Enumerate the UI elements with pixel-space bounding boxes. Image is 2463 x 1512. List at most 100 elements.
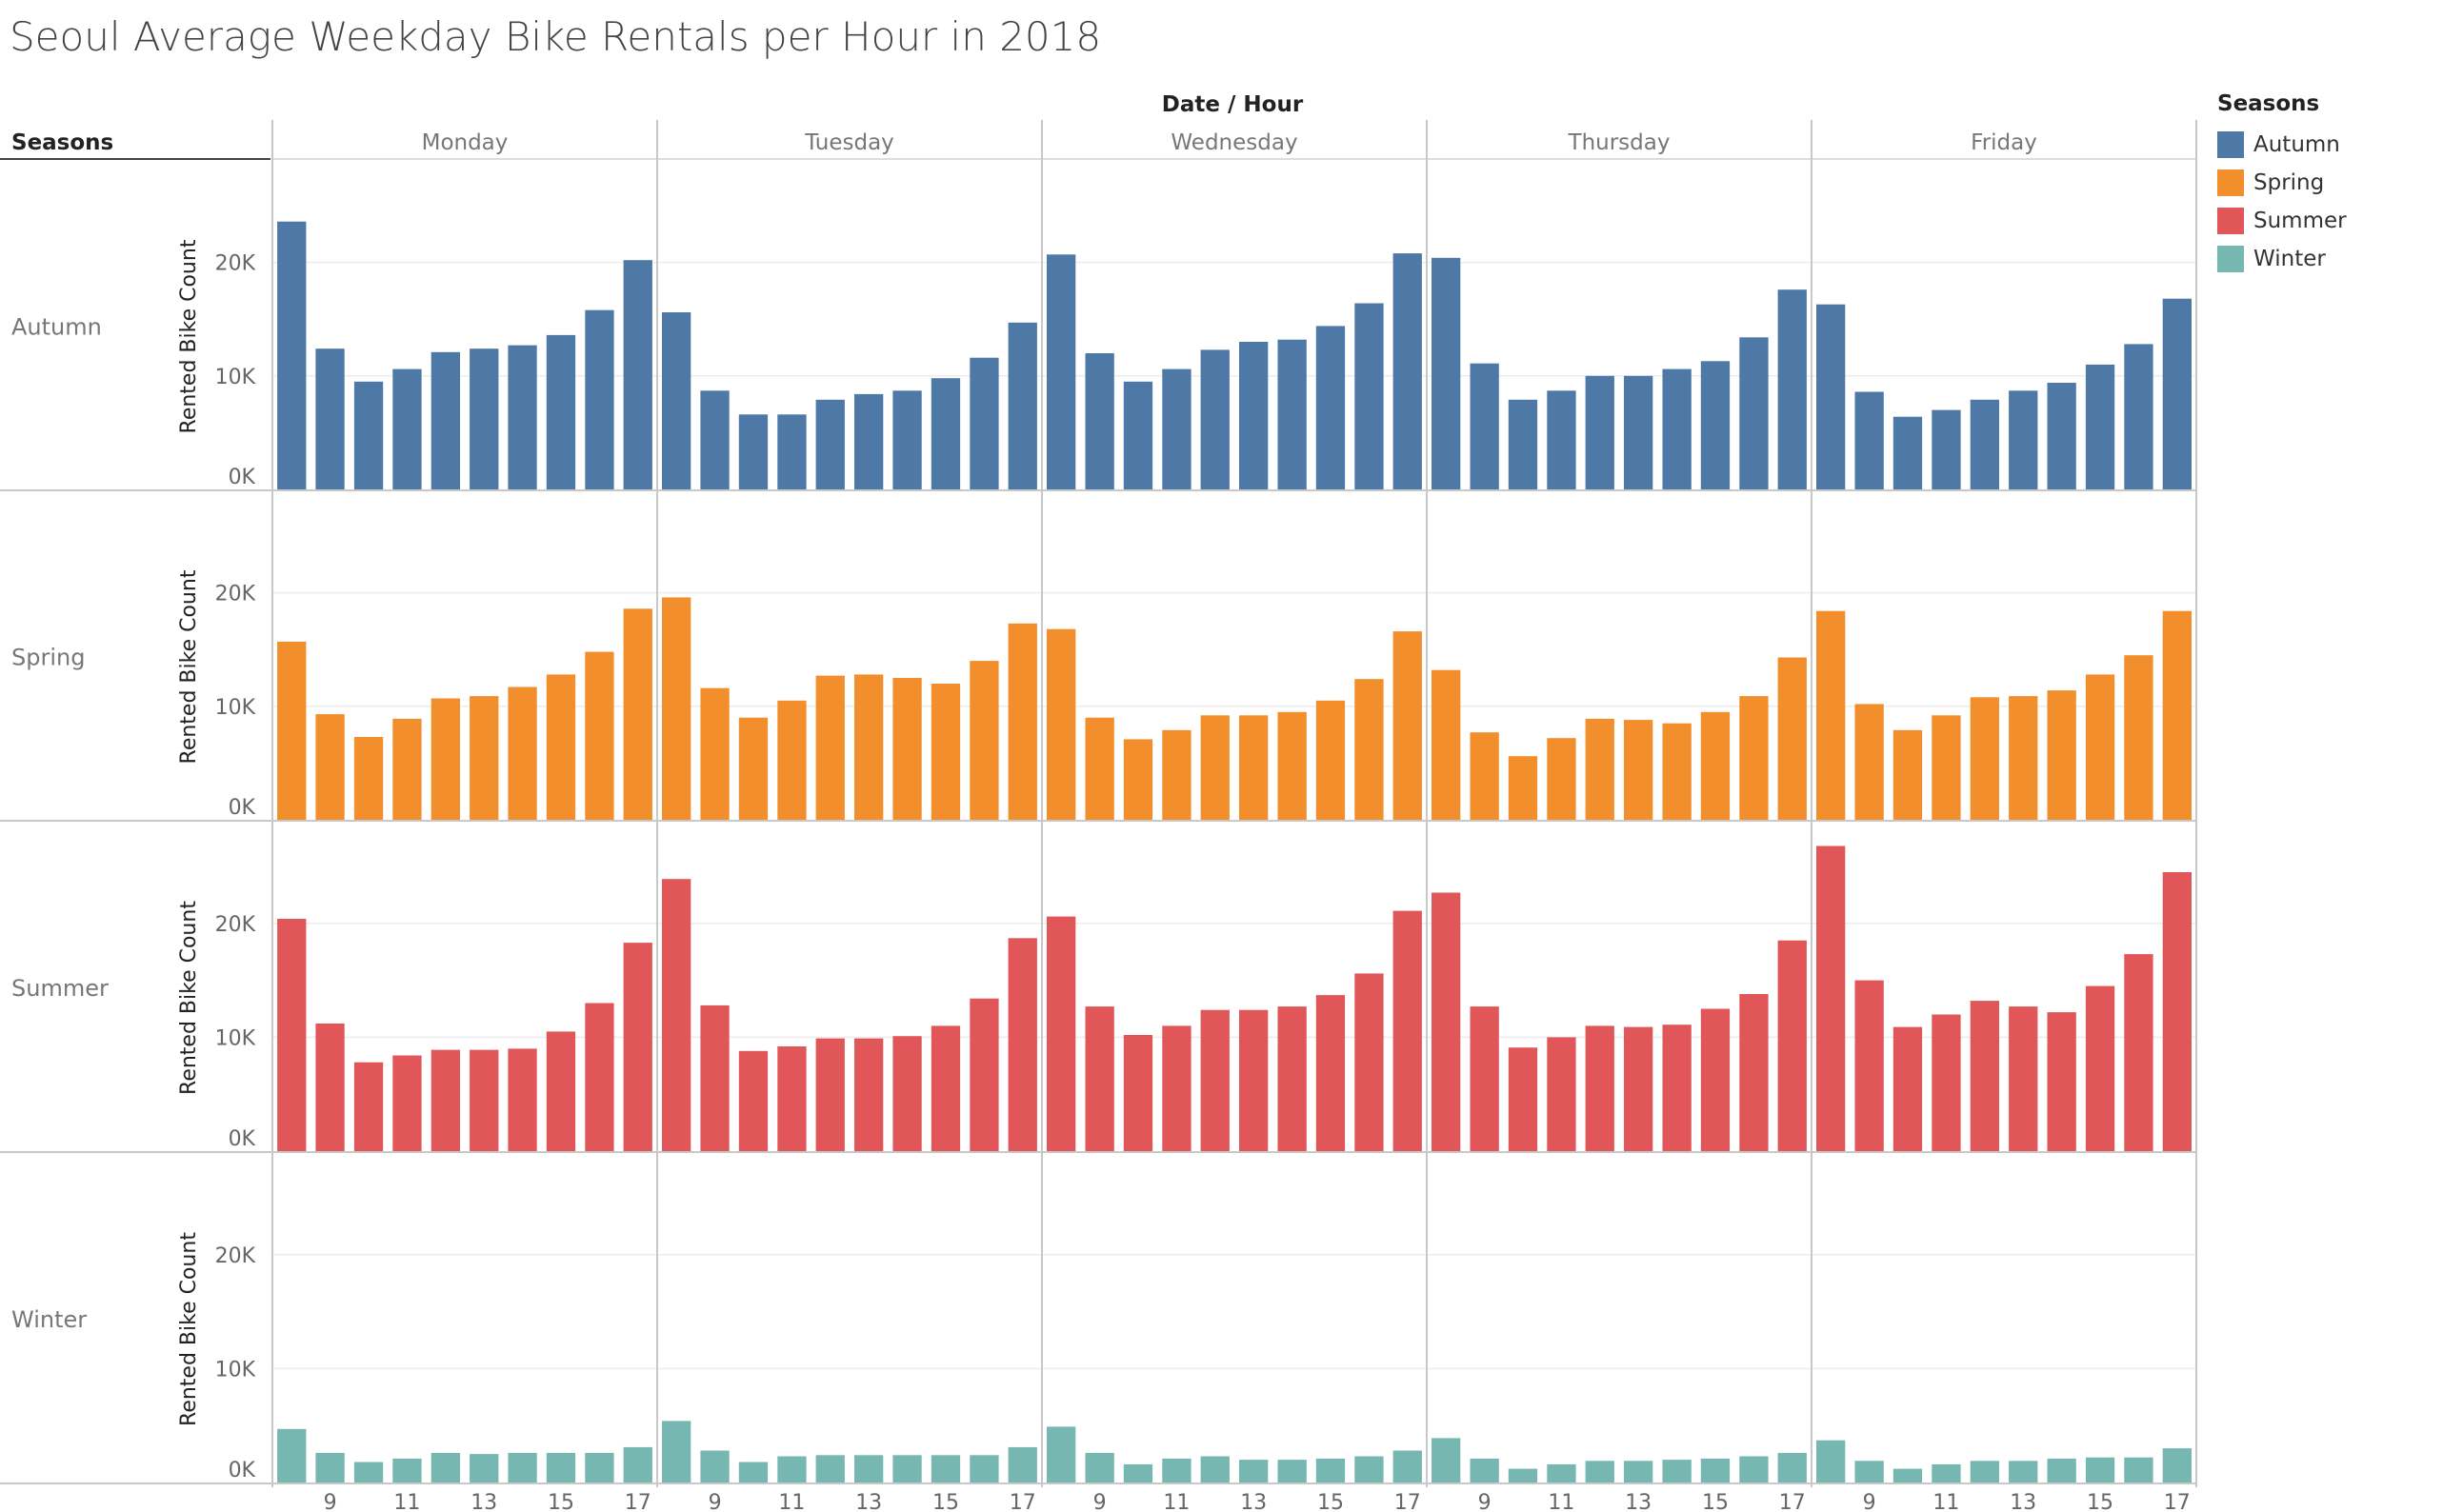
bar-spring-wednesday-8 [1047,628,1076,820]
x-tick-monday-15: 15 [548,1491,574,1512]
bar-summer-tuesday-14 [892,1036,922,1151]
bar-autumn-wednesday-9 [1085,353,1114,489]
x-tick-tuesday-15: 15 [932,1491,959,1512]
chart-title: Seoul Average Weekday Bike Rentals per H… [10,13,1102,60]
bar-spring-tuesday-10 [738,717,769,820]
bar-autumn-tuesday-15 [931,378,961,489]
bar-spring-friday-8 [1816,610,1846,820]
y-tick-summer-0: 0K [229,1127,256,1151]
bar-spring-monday-15 [546,674,576,820]
bar-summer-wednesday-9 [1085,1006,1114,1151]
bar-summer-tuesday-10 [738,1050,769,1151]
bar-spring-wednesday-9 [1085,717,1114,820]
bar-winter-thursday-9 [1470,1458,1499,1482]
bar-winter-thursday-11 [1547,1463,1576,1482]
bar-spring-wednesday-13 [1239,715,1269,820]
bar-winter-friday-17 [2162,1448,2192,1482]
bar-spring-tuesday-14 [892,678,922,820]
row-label-spring: Spring [11,645,85,671]
day-header-wednesday: Wednesday [1171,130,1297,155]
y-tick-summer-1: 10K [215,1026,256,1050]
x-tick-thursday-11: 11 [1548,1491,1574,1512]
legend-item-summer[interactable]: Summer [2217,202,2347,240]
bar-summer-friday-8 [1816,846,1846,1151]
bar-spring-tuesday-17 [1008,623,1037,820]
x-tick-monday-17: 17 [625,1491,651,1512]
x-tick-friday-9: 9 [1863,1491,1876,1512]
y-tick-autumn-2: 20K [215,252,256,276]
bar-winter-tuesday-9 [700,1450,730,1482]
bar-winter-friday-11 [1932,1463,1961,1482]
legend-item-autumn[interactable]: Autumn [2217,126,2347,164]
bar-spring-thursday-15 [1700,711,1731,820]
bar-winter-thursday-17 [1777,1452,1807,1482]
bar-summer-thursday-8 [1432,892,1461,1151]
y-tick-spring-1: 10K [215,696,256,720]
bar-autumn-friday-9 [1854,391,1884,489]
bar-autumn-friday-13 [2009,390,2038,489]
bar-summer-tuesday-15 [931,1025,961,1151]
bar-summer-tuesday-12 [815,1038,845,1151]
x-tick-monday-11: 11 [393,1491,420,1512]
bar-autumn-thursday-15 [1700,361,1731,489]
bar-autumn-monday-8 [277,221,307,489]
x-tick-tuesday-17: 17 [1010,1491,1036,1512]
bar-winter-monday-16 [585,1452,614,1482]
legend-item-spring[interactable]: Spring [2217,164,2347,202]
bar-autumn-monday-16 [585,309,614,489]
bar-spring-monday-10 [353,737,384,820]
bar-autumn-thursday-17 [1777,289,1807,489]
bar-winter-monday-8 [277,1428,307,1482]
x-tick-monday-9: 9 [324,1491,337,1512]
bar-spring-wednesday-12 [1200,715,1230,820]
bar-winter-monday-11 [392,1458,422,1482]
bar-spring-friday-10 [1892,729,1923,820]
bar-summer-monday-11 [392,1055,422,1151]
bar-summer-monday-13 [470,1049,499,1151]
bar-autumn-friday-16 [2124,344,2153,489]
bar-autumn-monday-11 [392,368,422,489]
bar-spring-wednesday-16 [1354,679,1384,820]
row-header-title: Seasons [11,130,113,155]
bar-summer-tuesday-17 [1008,938,1037,1151]
y-axis-label-winter: Rented Bike Count [177,1232,201,1426]
bar-winter-thursday-15 [1700,1458,1731,1482]
bar-autumn-thursday-16 [1739,337,1769,489]
y-axis-label-autumn: Rented Bike Count [177,239,201,433]
bar-winter-wednesday-17 [1392,1450,1422,1482]
x-tick-tuesday-9: 9 [709,1491,722,1512]
bar-winter-wednesday-9 [1085,1452,1114,1482]
bar-autumn-wednesday-17 [1392,253,1422,489]
bar-spring-thursday-13 [1624,720,1653,820]
legend-label-spring: Spring [2253,170,2325,195]
bar-spring-wednesday-15 [1315,700,1346,820]
bar-winter-monday-12 [431,1452,460,1482]
bar-summer-monday-10 [353,1062,384,1151]
bar-autumn-wednesday-14 [1277,339,1307,489]
y-tick-winter-1: 10K [215,1358,256,1382]
bar-autumn-thursday-14 [1662,368,1692,489]
bar-summer-thursday-11 [1547,1037,1576,1151]
bar-winter-thursday-12 [1585,1461,1614,1482]
y-tick-spring-2: 20K [215,583,256,607]
bar-summer-thursday-13 [1624,1026,1653,1151]
bar-summer-monday-8 [277,919,307,1151]
x-tick-monday-13: 13 [471,1491,497,1512]
legend-item-winter[interactable]: Winter [2217,240,2347,278]
bar-winter-tuesday-15 [931,1455,961,1482]
x-tick-friday-17: 17 [2164,1491,2191,1512]
bar-spring-thursday-10 [1508,756,1538,820]
bar-winter-wednesday-13 [1239,1460,1269,1482]
bar-autumn-wednesday-12 [1200,349,1230,489]
bar-winter-thursday-8 [1432,1438,1461,1482]
bar-spring-monday-9 [315,714,345,820]
y-axis-label-spring: Rented Bike Count [177,569,201,764]
bar-winter-tuesday-13 [854,1455,884,1482]
x-tick-friday-15: 15 [2087,1491,2113,1512]
bar-spring-thursday-12 [1585,718,1614,820]
bar-winter-monday-15 [546,1452,576,1482]
bar-autumn-thursday-8 [1432,257,1461,489]
bar-summer-friday-11 [1932,1014,1961,1151]
bar-winter-wednesday-15 [1315,1458,1346,1482]
